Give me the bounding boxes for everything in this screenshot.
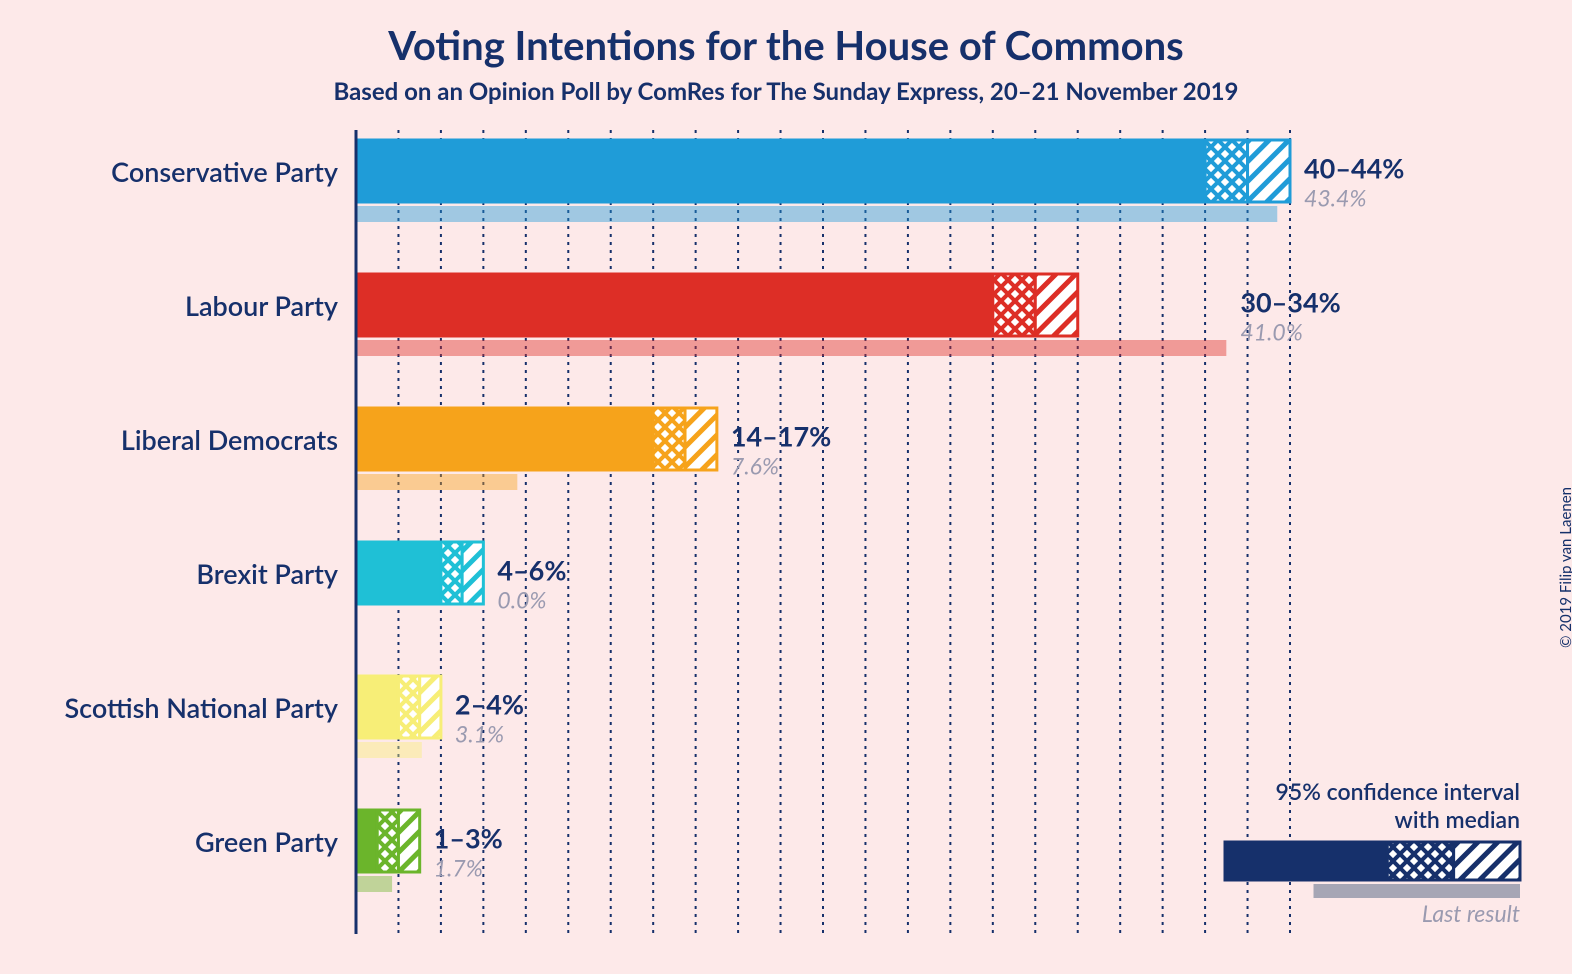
last-result-bar [356,474,517,490]
bar-solid [356,140,1205,202]
chart-subtitle: Based on an Opinion Poll by ComRes for T… [334,77,1239,106]
bar-cross [377,810,398,872]
range-label: 2–4% [455,687,524,720]
last-result-bar [356,206,1277,222]
last-result-bar [356,340,1226,356]
bar-cross [441,542,462,604]
bar-cross [653,408,685,470]
bar-cross [1205,140,1247,202]
bar-solid [356,676,398,738]
party-label: Brexit Party [196,557,338,590]
legend-median-label: with median [1395,805,1520,833]
bar-hatch [1035,274,1077,336]
last-label: 41.0% [1240,317,1303,345]
chart-root: Voting Intentions for the House of Commo… [0,0,1572,974]
last-result-bar [356,742,422,758]
legend-bar-hatch [1454,842,1520,880]
bar-hatch [420,676,441,738]
party-label: Liberal Democrats [121,423,338,456]
legend-ci-label: 95% confidence interval [1276,777,1520,805]
range-label: 30–34% [1240,285,1340,318]
last-label: 1.7% [434,853,483,881]
legend-last-bar [1314,884,1521,898]
bar-solid [356,810,377,872]
legend-last-label: Last result [1422,899,1520,927]
last-label: 3.1% [455,719,504,747]
range-label: 1–3% [434,821,503,854]
bar-hatch [462,542,483,604]
range-label: 40–44% [1304,151,1404,184]
party-label: Conservative Party [111,155,338,188]
party-label: Green Party [195,825,338,858]
bar-hatch [1248,140,1290,202]
bar-hatch [685,408,717,470]
last-result-bar [356,876,392,892]
party-label: Labour Party [185,289,338,322]
last-label: 0.0% [497,585,546,613]
copyright-text: © 2019 Filip van Laenen [1557,487,1572,648]
legend-bar-solid [1225,842,1387,880]
chart-svg: Voting Intentions for the House of Commo… [0,0,1572,974]
last-label: 43.4% [1304,183,1367,211]
bar-cross [993,274,1035,336]
range-label: 14–17% [731,419,831,452]
bar-solid [356,274,993,336]
legend-bar-cross [1387,842,1453,880]
bar-solid [356,542,441,604]
chart-title: Voting Intentions for the House of Commo… [387,21,1184,69]
party-label: Scottish National Party [64,691,338,724]
bar-hatch [398,810,419,872]
range-label: 4–6% [497,553,566,586]
bar-cross [398,676,419,738]
last-label: 7.6% [731,451,779,479]
bar-solid [356,408,653,470]
